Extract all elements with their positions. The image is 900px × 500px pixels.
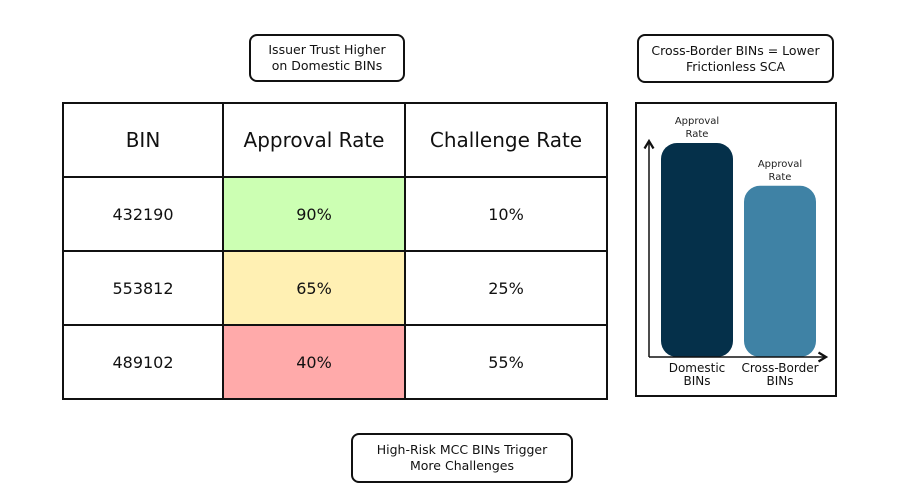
header-approval-rate: Approval Rate — [222, 102, 406, 178]
table-row: 489102 40% 55% — [62, 324, 608, 400]
approval-chart-frame — [635, 102, 837, 397]
bin-cell: 489102 — [62, 324, 224, 400]
table-row: 553812 65% 25% — [62, 250, 608, 326]
bin-table: BIN Approval Rate Challenge Rate 432190 … — [62, 102, 608, 400]
challenge-cell: 10% — [404, 176, 608, 252]
bin-cell: 432190 — [62, 176, 224, 252]
callout-cross-border: Cross-Border BINs = Lower Frictionless S… — [637, 34, 834, 83]
bar-label-cross-border: Approval Rate — [757, 158, 803, 183]
bar-label-domestic: Approval Rate — [674, 116, 720, 140]
x-label-domestic: Domestic BINs — [668, 361, 726, 388]
callout-domestic: Issuer Trust Higher on Domestic BINs — [249, 34, 405, 82]
approval-cell: 40% — [222, 324, 406, 400]
table-header-row: BIN Approval Rate Challenge Rate — [62, 102, 608, 178]
approval-cell: 90% — [222, 176, 406, 252]
header-challenge-rate: Challenge Rate — [404, 102, 608, 178]
challenge-cell: 25% — [404, 250, 608, 326]
bar-cross-border — [744, 185, 816, 357]
approval-cell: 65% — [222, 250, 406, 326]
x-label-cross-border: Cross-Border BINs — [741, 361, 819, 388]
bin-cell: 553812 — [62, 250, 224, 326]
challenge-cell: 55% — [404, 324, 608, 400]
bar-domestic — [661, 143, 733, 357]
header-bin: BIN — [62, 102, 224, 178]
callout-high-risk: High-Risk MCC BINs Trigger More Challeng… — [351, 433, 573, 483]
table-row: 432190 90% 10% — [62, 176, 608, 252]
